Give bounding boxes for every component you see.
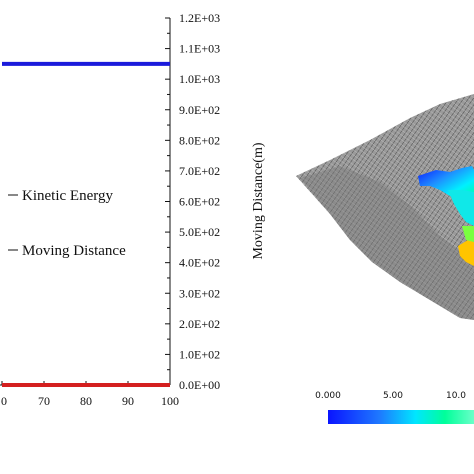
colorbar: 0.000 5.00 10.0 <box>315 391 474 424</box>
y2-tick-label: 1.0E+02 <box>179 347 220 361</box>
legend-label-kinetic-energy: Kinetic Energy <box>22 188 113 204</box>
x-axis-ticks: 0 70 80 90 100 <box>1 381 179 408</box>
flow-yellow-region <box>458 240 474 266</box>
y2-tick-label: 0.0E+00 <box>179 378 220 392</box>
y2-tick-label: 4.0E+02 <box>179 256 220 270</box>
colorbar-tick-0: 0.000 <box>315 391 341 401</box>
x-tick-label: 0 <box>1 394 7 408</box>
colorbar-tick-2: 10.0 <box>446 391 466 401</box>
terrain-mesh-render <box>296 94 474 320</box>
series-lines <box>2 61 170 387</box>
right-axis-ticks: 0.0E+00 1.0E+02 2.0E+02 3.0E+02 4.0E+02 5.0E+… <box>165 11 220 392</box>
y2-tick-label: 9.0E+02 <box>179 103 220 117</box>
y2-tick-label: 1.2E+03 <box>179 11 220 25</box>
terrain-surface <box>296 94 474 320</box>
y2-tick-label: 6.0E+02 <box>179 195 220 209</box>
y2-tick-label: 5.0E+02 <box>179 225 220 239</box>
x-tick-label: 70 <box>38 394 50 408</box>
colorbar-tick-1: 5.00 <box>383 391 403 401</box>
y2-tick-label: 8.0E+02 <box>179 133 220 147</box>
right-axis-title: Moving Distance(m) <box>251 142 266 259</box>
y2-tick-label: 2.0E+02 <box>179 317 220 331</box>
x-tick-label: 90 <box>122 394 134 408</box>
flow-green-region <box>462 226 474 242</box>
flow-cyan-region <box>448 190 474 226</box>
line-chart: 0.0E+00 1.0E+02 2.0E+02 3.0E+02 4.0E+02 5.0E+… <box>0 11 266 408</box>
y2-tick-label: 7.0E+02 <box>179 164 220 178</box>
legend-label-moving-distance: Moving Distance <box>22 243 126 259</box>
x-tick-label: 80 <box>80 394 92 408</box>
y2-tick-label: 3.0E+02 <box>179 286 220 300</box>
terrain-ridge-shadow <box>300 166 474 320</box>
colorbar-gradient <box>328 410 474 424</box>
y2-tick-label: 1.0E+03 <box>179 72 220 86</box>
legend: Kinetic Energy Moving Distance <box>8 188 126 259</box>
y2-tick-label: 1.1E+03 <box>179 42 220 56</box>
x-tick-label: 100 <box>161 394 179 408</box>
